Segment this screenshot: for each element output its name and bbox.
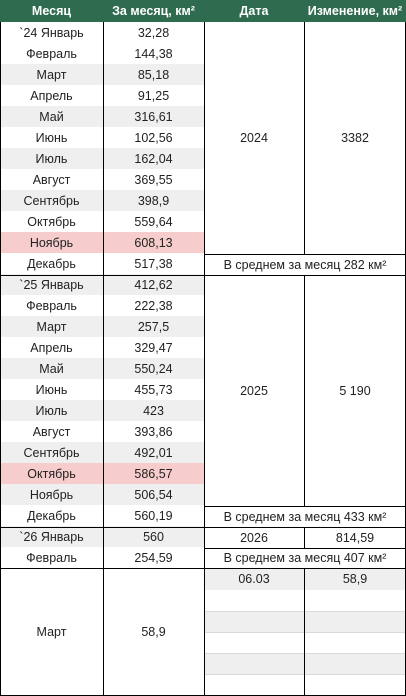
border-line — [103, 22, 104, 696]
border-line — [0, 568, 406, 569]
grid-line — [204, 632, 406, 633]
border-line — [304, 22, 305, 254]
border-line — [204, 22, 205, 696]
header-change: Изменение, км² — [304, 0, 406, 22]
empty-cell — [204, 612, 406, 633]
value-cell: 423 — [103, 400, 204, 421]
empty-cell — [204, 654, 406, 675]
header-per-month: За месяц, км² — [103, 0, 204, 22]
value-cell-last: 58,9 — [141, 625, 166, 639]
month-cell: Декабрь — [27, 256, 76, 271]
daily-change-cell: 58,9 — [304, 568, 406, 590]
border-line — [304, 275, 305, 506]
month-cell: Апрель — [30, 340, 73, 355]
value-cell: 455,73 — [134, 382, 173, 397]
month-cell: Февраль — [26, 550, 77, 565]
border-line — [304, 527, 305, 548]
month-cell: Март — [0, 316, 103, 337]
month-cell: Март — [0, 64, 103, 85]
value-cell: 91,25 — [137, 88, 170, 103]
value-cell: 398,9 — [103, 190, 204, 211]
avg-2026-cell: В среднем за месяц 407 км² — [223, 551, 387, 565]
value-cell: 560 — [103, 526, 204, 547]
month-cell: Июль — [0, 148, 103, 169]
value-cell: 369,55 — [134, 172, 173, 187]
month-cell: Август — [32, 172, 71, 187]
month-cell: Октябрь — [0, 463, 103, 484]
value-cell: 254,59 — [134, 550, 173, 565]
value-cell: 492,01 — [103, 442, 204, 463]
value-cell: 329,47 — [134, 340, 173, 355]
value-cell: 550,24 — [103, 358, 204, 379]
value-cell: 393,86 — [134, 424, 173, 439]
value-cell: 517,38 — [134, 256, 173, 271]
month-cell: Сентябрь — [0, 442, 103, 463]
value-cell: 222,38 — [134, 298, 173, 313]
value-cell: 85,18 — [103, 64, 204, 85]
month-cell: Июнь — [35, 382, 68, 397]
month-cell: `26 Январь — [0, 526, 103, 547]
avg-2025-cell: В среднем за месяц 433 км² — [223, 509, 387, 524]
change-2025-cell: 5 190 — [339, 383, 371, 398]
value-cell: 102,56 — [134, 130, 173, 145]
month-cell: Июнь — [35, 130, 68, 145]
year-2024-cell: 2024 — [240, 131, 268, 145]
border-line — [204, 548, 406, 549]
change-2024-cell: 3382 — [341, 131, 369, 145]
month-cell: Август — [32, 424, 71, 439]
grid-line — [204, 674, 406, 675]
value-cell: 257,5 — [103, 316, 204, 337]
month-cell: Май — [0, 106, 103, 127]
month-cell: Октябрь — [27, 214, 76, 229]
border-line — [304, 568, 305, 696]
header-month: Месяц — [0, 0, 103, 22]
change-2026-cell: 814,59 — [335, 530, 375, 545]
month-cell: Июль — [0, 400, 103, 421]
border-line — [204, 506, 406, 507]
month-cell-last: Март — [36, 625, 67, 639]
border-line — [0, 275, 406, 276]
border-line — [0, 527, 406, 528]
value-cell: 144,38 — [134, 46, 173, 61]
border-line — [0, 22, 1, 696]
header-date: Дата — [204, 0, 304, 22]
value-cell: 506,54 — [103, 484, 204, 505]
month-cell: Ноябрь — [0, 232, 103, 253]
value-cell: 162,04 — [103, 148, 204, 169]
grid-line — [204, 611, 406, 612]
month-cell: Февраль — [26, 46, 77, 61]
value-cell: 608,13 — [103, 232, 204, 253]
month-cell: Май — [0, 358, 103, 379]
month-cell: `25 Январь — [0, 274, 103, 295]
month-cell: Сентябрь — [0, 190, 103, 211]
month-cell: Декабрь — [27, 508, 76, 523]
value-cell: 559,64 — [134, 214, 173, 229]
year-2026-cell: 2026 — [240, 530, 268, 545]
month-cell: Февраль — [26, 298, 77, 313]
value-cell: 32,28 — [137, 25, 170, 40]
value-cell: 316,61 — [103, 106, 204, 127]
month-cell: Апрель — [30, 88, 73, 103]
grid-line — [204, 653, 406, 654]
daily-date-cell: 06.03 — [204, 568, 304, 590]
value-cell: 412,62 — [103, 274, 204, 295]
value-cell: 560,19 — [134, 508, 173, 523]
value-cell: 586,57 — [103, 463, 204, 484]
year-2025-cell: 2025 — [240, 383, 268, 398]
avg-2024-cell: В среднем за месяц 282 км² — [223, 257, 387, 272]
month-cell: Ноябрь — [0, 484, 103, 505]
border-line — [204, 254, 406, 255]
month-cell: `24 Январь — [19, 25, 84, 40]
